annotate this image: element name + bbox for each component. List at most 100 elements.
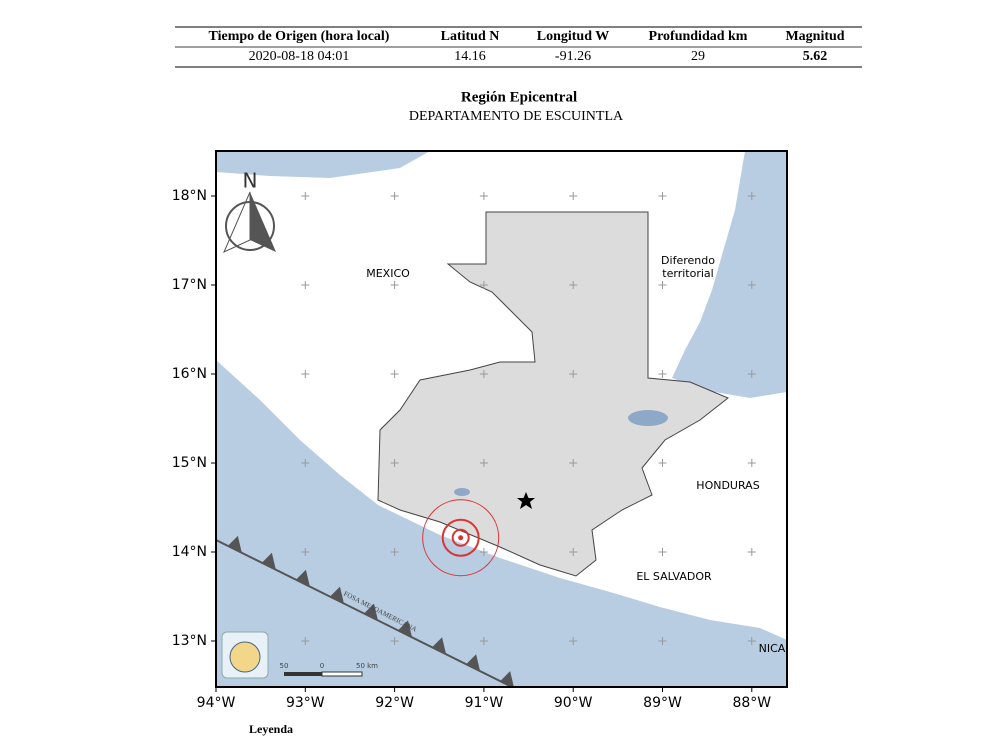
- lat-label: 13°N: [172, 633, 207, 649]
- table-header: Latitud N: [441, 29, 500, 44]
- lon-label: 89°W: [643, 695, 682, 711]
- trench-tooth: [398, 620, 413, 638]
- table-cell: 29: [691, 49, 705, 64]
- epicenter: [422, 499, 500, 577]
- lon-label: 91°W: [465, 695, 504, 711]
- grid-cross: [569, 459, 578, 467]
- place-label: NICA: [759, 642, 786, 655]
- lon-label: 94°W: [197, 695, 236, 711]
- place-label: MEXICO: [366, 267, 410, 280]
- table-cell: 2020-08-18 04:01: [249, 49, 350, 64]
- trench-tooth: [364, 603, 378, 621]
- lon-label: 90°W: [554, 695, 593, 711]
- table-cell: 14.16: [454, 49, 486, 64]
- grid-cross: [747, 370, 756, 378]
- pacific-ocean: [216, 360, 787, 687]
- grid-cross: [569, 548, 578, 556]
- grid-cross: [479, 548, 488, 556]
- grid-cross: [390, 548, 399, 556]
- grid-cross: [390, 637, 399, 645]
- grid-cross: [390, 459, 399, 467]
- north-arrow: [223, 191, 276, 254]
- trench-tooth: [227, 535, 242, 553]
- grid-cross: [658, 281, 667, 289]
- institution-logo-seal: [229, 641, 261, 673]
- grid-cross: [479, 370, 488, 378]
- lat-label: 17°N: [172, 277, 207, 293]
- grid-cross: [301, 637, 310, 645]
- table-cell: 5.62: [803, 49, 828, 64]
- grid-cross: [479, 459, 488, 467]
- region-department: DEPARTAMENTO DE ESCUINTLA: [409, 109, 624, 124]
- grid-cross: [479, 281, 488, 289]
- grid-cross: [569, 281, 578, 289]
- capital-star: [517, 492, 535, 509]
- trench-tooth: [295, 569, 310, 587]
- place-label: Diferendo: [661, 254, 715, 267]
- trench-tooth: [261, 552, 276, 570]
- grid-cross: [747, 192, 756, 200]
- grid-cross: [747, 281, 756, 289]
- grid: [301, 192, 756, 645]
- table-header: Profundidad km: [649, 29, 748, 44]
- epicenter-ring: [451, 528, 470, 547]
- lat-label: 18°N: [172, 188, 207, 204]
- scale-label: 50 km: [356, 662, 378, 670]
- place-label: territorial: [662, 267, 713, 280]
- epicenter-ring: [441, 518, 480, 557]
- grid-cross: [390, 192, 399, 200]
- lon-label: 88°W: [732, 695, 771, 711]
- grid-cross: [301, 548, 310, 556]
- epicenter-dot: [458, 535, 464, 541]
- grid-cross: [569, 370, 578, 378]
- grid-cross: [747, 459, 756, 467]
- grid-cross: [301, 370, 310, 378]
- trench-tooth: [466, 654, 481, 672]
- grid-cross: [747, 548, 756, 556]
- grid-cross: [658, 459, 667, 467]
- region-title: Región Epicentral: [461, 89, 577, 105]
- lake-atitlan: [454, 488, 470, 496]
- grid-cross: [658, 192, 667, 200]
- lake-izabal: [628, 410, 668, 426]
- trench-tooth: [329, 586, 344, 604]
- grid-cross: [658, 637, 667, 645]
- table-header: Tiempo de Origen (hora local): [209, 29, 390, 44]
- epicenter-ring: [422, 499, 500, 577]
- grid-cross: [658, 370, 667, 378]
- table-header: Longitud W: [537, 29, 610, 44]
- grid-cross: [569, 637, 578, 645]
- lat-label: 14°N: [172, 544, 207, 560]
- guatemala: [377, 211, 729, 577]
- gulf-of-mexico: [216, 151, 430, 178]
- scale-bar: [284, 672, 322, 676]
- map: [215, 150, 788, 689]
- north-label: N: [243, 169, 258, 193]
- map-frame: [215, 150, 788, 688]
- grid-cross: [390, 281, 399, 289]
- legend-title: Leyenda: [249, 722, 293, 736]
- lon-label: 92°W: [375, 695, 414, 711]
- grid-cross: [747, 637, 756, 645]
- grid-cross: [301, 281, 310, 289]
- scale-bar: [321, 671, 363, 677]
- lon-label: 93°W: [286, 695, 325, 711]
- grid-cross: [301, 192, 310, 200]
- caribbean-sea: [672, 151, 787, 398]
- grid-cross: [479, 637, 488, 645]
- scale-label: 50: [280, 662, 289, 670]
- place-label: HONDURAS: [696, 479, 759, 492]
- table-cell: -91.26: [555, 49, 591, 64]
- trench-tooth: [500, 671, 515, 689]
- grid-cross: [301, 459, 310, 467]
- place-label: EL SALVADOR: [636, 570, 712, 583]
- table-header: Magnitud: [785, 29, 844, 44]
- grid-cross: [658, 548, 667, 556]
- trench-teeth: [227, 535, 515, 689]
- lat-label: 16°N: [172, 366, 207, 382]
- grid-cross: [390, 370, 399, 378]
- grid-cross: [479, 192, 488, 200]
- grid-cross: [569, 192, 578, 200]
- scale-label: 0: [320, 662, 324, 670]
